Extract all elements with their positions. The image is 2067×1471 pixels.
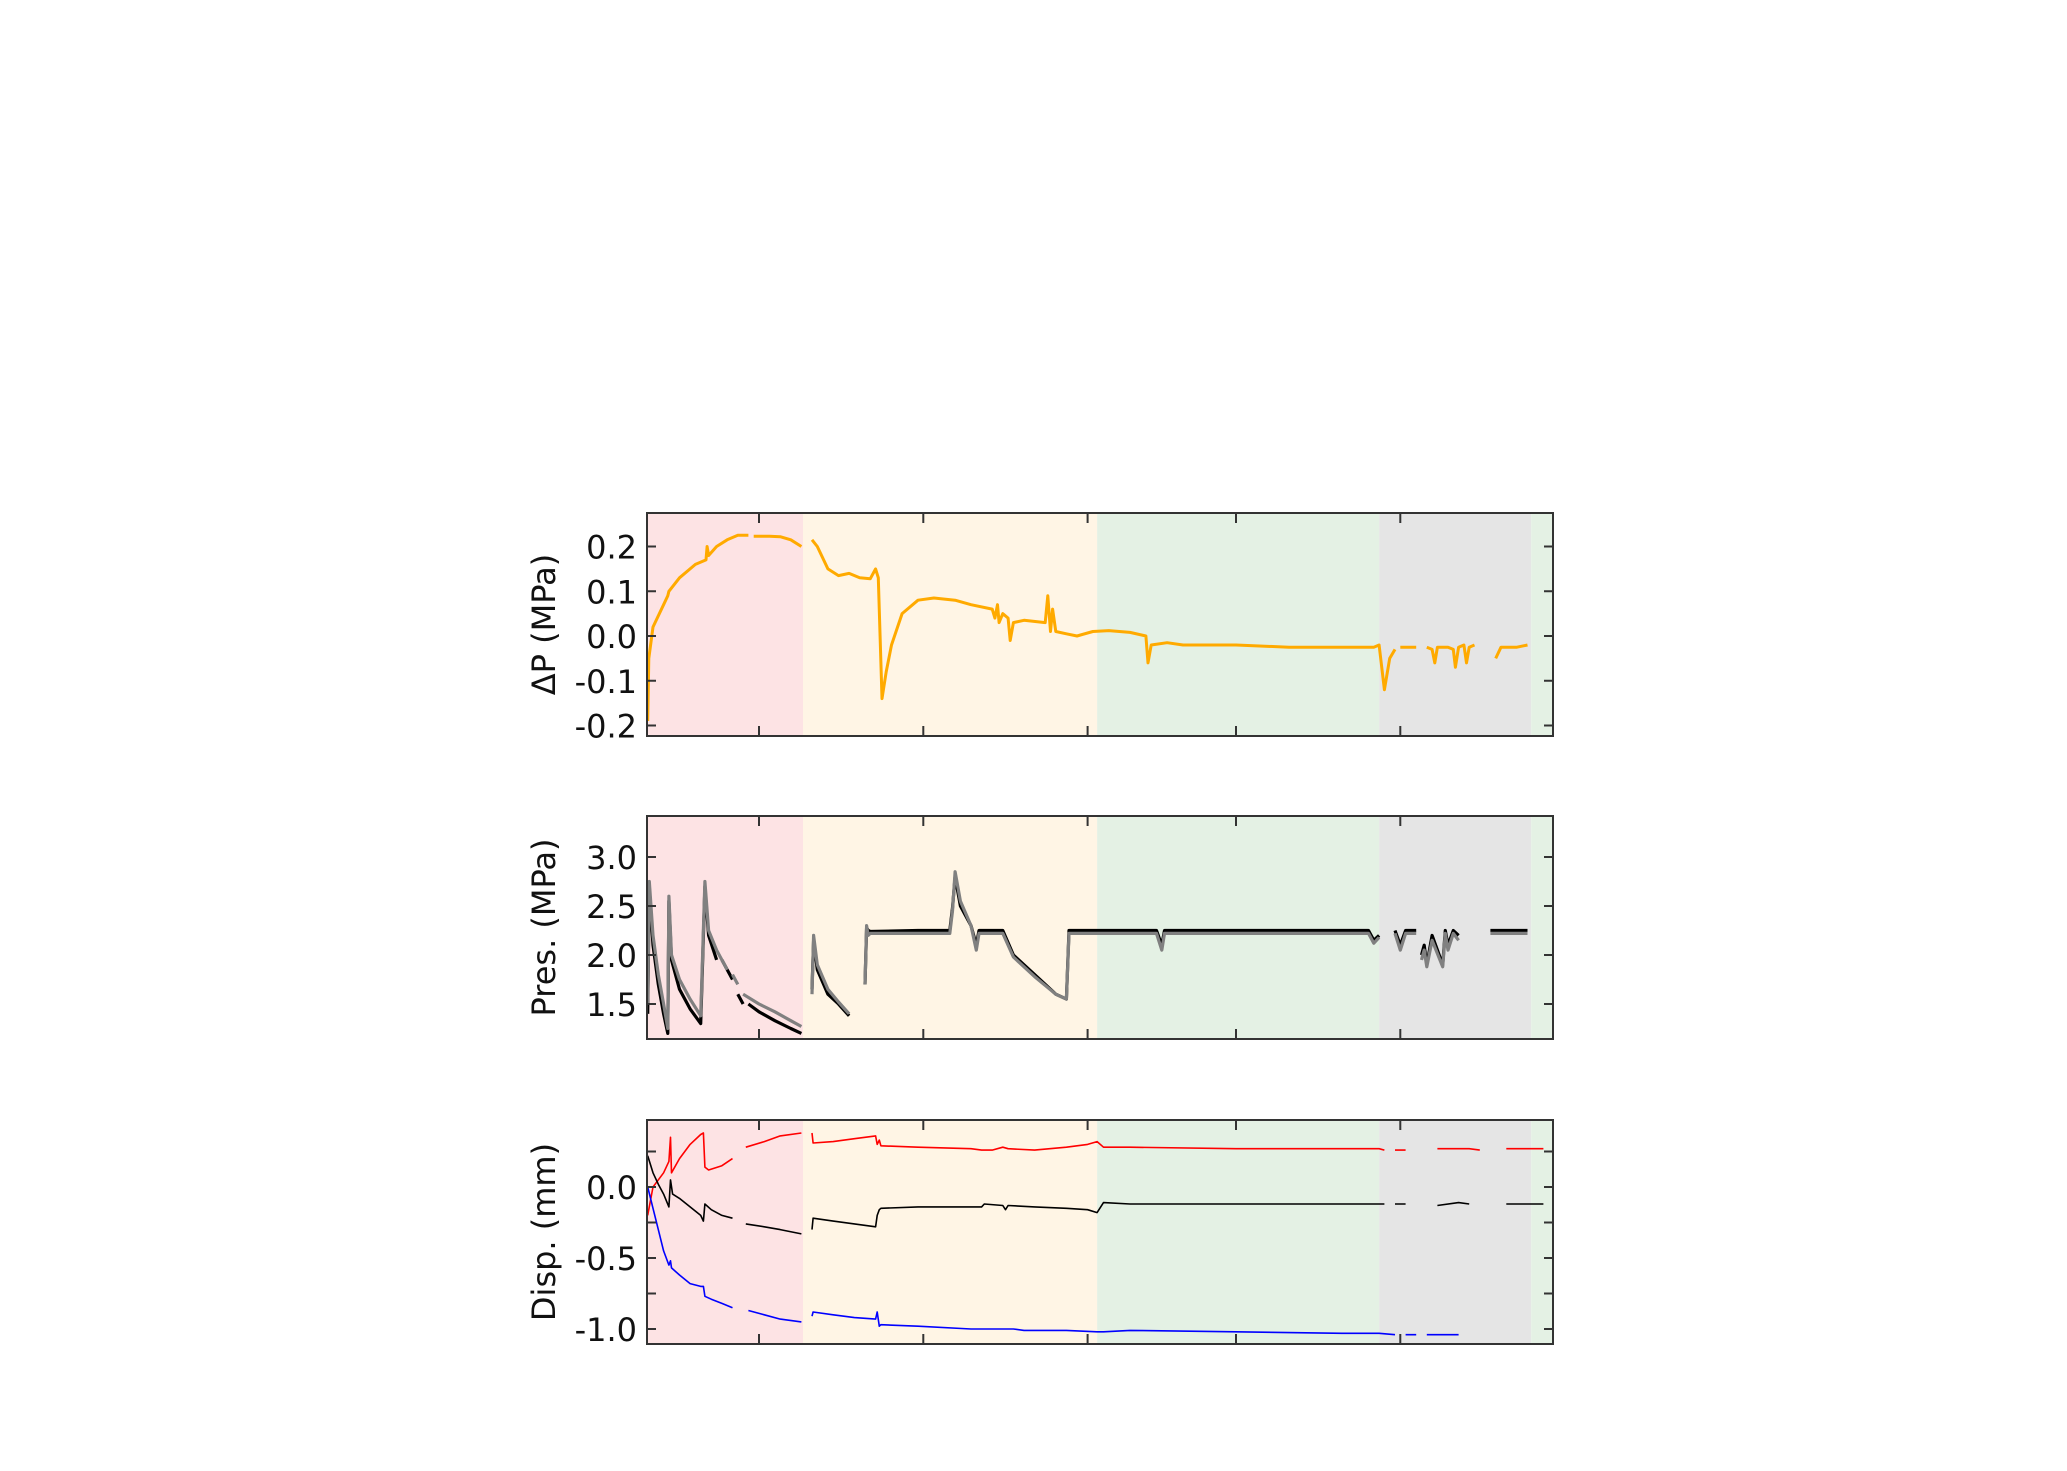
y-tick-label: -0.1 [575, 663, 637, 701]
panel-c-packer-pressure: 1.5 2.0 2.5 3.0 Pres. (MPa) [525, 815, 1554, 1040]
stage-background-equilibrium [1097, 1120, 1380, 1344]
y-tick-label: -1.0 [575, 1311, 637, 1349]
plot-frame [646, 1119, 1554, 1345]
plot-frame [646, 512, 1554, 737]
y-tick-label: 0.0 [586, 618, 637, 656]
y-tick-label: 0.1 [586, 573, 637, 611]
plot-frame [646, 815, 1554, 1040]
series-group [647, 533, 1528, 722]
stage-background-equilibrium-end [1531, 816, 1553, 1039]
stage-background-relaxation [647, 816, 803, 1039]
stage-background-gap [1379, 1120, 1532, 1344]
stage-background-relaxation [647, 513, 803, 736]
stage-background-equilibrium [1097, 513, 1380, 736]
series-line-sc [647, 533, 1528, 722]
stage-background-equilibrium [1097, 816, 1380, 1039]
series-line-z [647, 1155, 1544, 1235]
series-line-lower-packer [647, 870, 1528, 1031]
y-axis-label: ΔP (MPa) [525, 554, 563, 695]
stage-background-relaxation [647, 1120, 803, 1344]
y-tick-label: 2.5 [586, 888, 637, 926]
y-tick-label: 1.5 [586, 986, 637, 1024]
stage-background-coupled [802, 513, 1098, 736]
y-tick-label: 0.0 [586, 1169, 637, 1207]
stage-background-equilibrium-end [1531, 1120, 1553, 1344]
y-tick-label: 0.2 [586, 529, 637, 567]
stage-background-coupled [802, 1120, 1098, 1344]
y-tick-label: -0.5 [575, 1240, 637, 1278]
y-tick-label: -0.2 [575, 708, 637, 746]
series-line-ns [647, 1186, 1459, 1336]
series-group [647, 870, 1528, 1035]
series-line-ew [647, 1132, 1544, 1216]
y-axis-label: Pres. (MPa) [525, 839, 563, 1017]
stage-background-gap [1379, 816, 1532, 1039]
y-axis-label: Disp. (mm) [525, 1143, 563, 1321]
y-tick-label: 3.0 [586, 839, 637, 877]
series-group [647, 1132, 1544, 1336]
panel-d-displacement: -1.0 -0.5 0.0 Disp. (mm) [525, 1119, 1554, 1349]
stage-background-gap [1379, 513, 1532, 736]
y-tick-label: 2.0 [586, 937, 637, 975]
panel-b-pressure-change: -0.2 -0.1 0.0 0.1 0.2 ΔP (MPa) [525, 512, 1554, 746]
